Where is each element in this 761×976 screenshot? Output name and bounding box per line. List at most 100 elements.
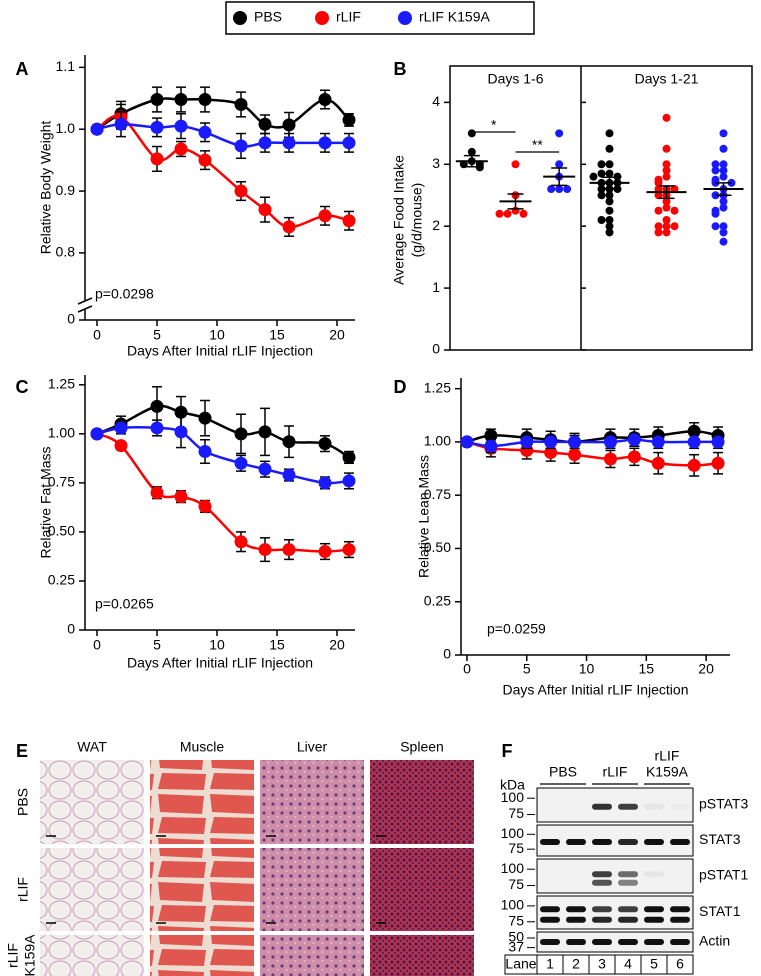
data-point (662, 160, 671, 169)
data-point (503, 209, 512, 218)
data-point (150, 399, 164, 413)
marker-label: 50 (508, 929, 524, 945)
blot-band (644, 906, 664, 913)
histology-image (150, 760, 254, 844)
data-point (662, 172, 671, 181)
blot-band (592, 879, 612, 886)
blot-strip (536, 787, 694, 823)
x-tick-label: 20 (329, 637, 345, 653)
y-tick-label: 1.25 (424, 379, 451, 395)
group-label: K159A (646, 764, 689, 780)
x-tick-label: 10 (579, 661, 595, 677)
blot-band (540, 939, 560, 945)
y-tick-label: 1.1 (56, 58, 76, 74)
data-point (547, 185, 556, 194)
blot-band (670, 804, 690, 810)
blot-strip (536, 895, 694, 930)
sem-bar (715, 182, 732, 196)
histology-image (150, 935, 254, 976)
x-tick-label: 20 (698, 661, 714, 677)
data-point (258, 425, 272, 439)
data-point (150, 120, 164, 134)
series-line (96, 97, 350, 131)
lane-number: 4 (624, 956, 632, 972)
group-header: Days 1-6 (487, 71, 543, 87)
y-tick-label: 0.50 (48, 523, 75, 539)
data-point (234, 97, 248, 111)
marker-label: 75 (508, 876, 524, 892)
y-tick-label: 0.75 (424, 486, 451, 502)
data-point (687, 458, 701, 472)
column-header: Liver (297, 739, 328, 755)
blot-band (540, 839, 560, 846)
data-point (662, 203, 671, 212)
blot-band (592, 803, 612, 810)
sem-bar (551, 167, 568, 187)
data-point (318, 209, 332, 223)
data-point (282, 136, 296, 150)
legend-box (225, 1, 535, 35)
data-point (467, 147, 476, 156)
data-point (605, 206, 614, 215)
blot-band (592, 871, 612, 878)
data-point (234, 456, 248, 470)
data-point (342, 474, 356, 488)
data-point (282, 118, 296, 132)
data-point (627, 450, 641, 464)
x-axis-title: Days After Initial rLIF Injection (127, 343, 313, 359)
marker-label: 100 (501, 789, 525, 805)
blot-band (618, 879, 638, 886)
x-tick-label: 0 (93, 327, 101, 343)
panel-letter: A (16, 59, 29, 79)
legend-marker (398, 11, 412, 25)
blot-band (618, 871, 638, 878)
data-point (234, 535, 248, 549)
data-point (654, 206, 663, 215)
blot-label: pSTAT1 (699, 867, 748, 883)
data-point (198, 445, 212, 458)
data-point (662, 197, 671, 206)
data-point (342, 113, 356, 127)
plot-frame (449, 65, 753, 351)
data-point (654, 178, 663, 187)
data-point (174, 425, 188, 439)
data-point (687, 435, 701, 449)
data-point (282, 435, 296, 449)
series-line (96, 123, 349, 148)
unit-label: kDa (500, 777, 525, 793)
blot-label: STAT1 (699, 903, 741, 919)
legend: PBS rLIF rLIF K159A (233, 9, 490, 25)
row-label: K159A (22, 934, 38, 976)
data-point (114, 421, 128, 435)
marker-label: 75 (508, 805, 524, 821)
y-tick-label: 1.00 (48, 425, 75, 441)
x-tick-label: 10 (209, 327, 225, 343)
significance-label: ** (532, 137, 543, 153)
legend-marker (233, 11, 247, 25)
data-point (544, 446, 558, 460)
lane-title: Lane (505, 956, 536, 972)
data-point (520, 435, 534, 449)
group-header: Days 1-21 (635, 71, 699, 87)
data-point (597, 216, 606, 224)
axis-break-mark (77, 297, 93, 305)
data-point (719, 228, 728, 237)
marker-label: 37 (508, 938, 524, 954)
data-point (603, 452, 617, 466)
y-tick-label: 2 (432, 217, 440, 233)
data-point (603, 435, 617, 449)
data-point (711, 166, 720, 175)
blot-band (540, 906, 560, 913)
blot-band (618, 839, 638, 846)
data-point (670, 222, 679, 231)
histology-image (370, 760, 474, 844)
data-point (174, 93, 188, 107)
data-point (342, 214, 356, 228)
data-point (258, 462, 272, 476)
y-axis-title: Relative Body Weight (38, 121, 54, 255)
significance-label: * (491, 117, 497, 133)
series-line (466, 430, 719, 444)
y-tick-label: 4 (432, 93, 440, 109)
marker-label: 100 (501, 825, 525, 841)
